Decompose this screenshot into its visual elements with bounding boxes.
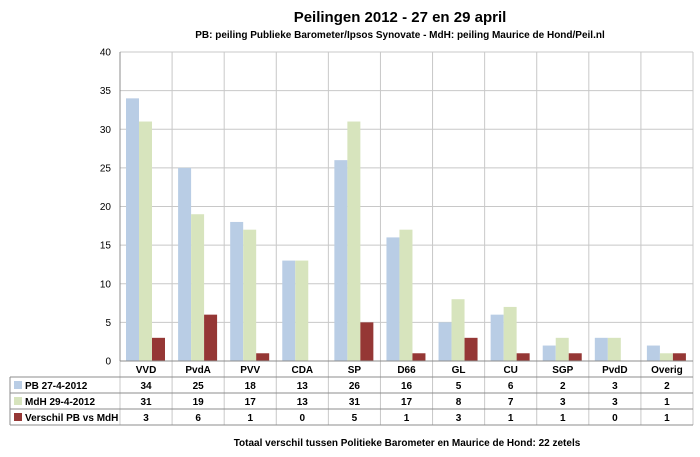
data-label: 16	[401, 381, 413, 392]
data-label: 6	[508, 381, 514, 392]
data-label: 34	[140, 381, 152, 392]
y-tick-label: 15	[100, 241, 112, 252]
y-tick-label: 0	[105, 357, 111, 368]
x-tick-label: CDA	[291, 365, 313, 376]
bar	[191, 214, 205, 361]
data-label: 3	[560, 397, 566, 408]
x-tick-label: SGP	[552, 365, 573, 376]
bar	[451, 299, 465, 361]
data-label: 0	[612, 413, 618, 424]
bar	[243, 229, 257, 361]
data-label: 13	[297, 381, 309, 392]
data-label: 13	[297, 397, 309, 408]
bar	[230, 221, 244, 361]
bar	[568, 353, 582, 361]
bar	[386, 237, 400, 361]
chart-subtitle: PB: peiling Publieke Barometer/Ipsos Syn…	[195, 30, 605, 41]
data-label: 26	[349, 381, 361, 392]
data-label: 31	[349, 397, 361, 408]
data-label: 1	[247, 413, 253, 424]
y-tick-label: 5	[105, 318, 111, 329]
bar	[594, 337, 608, 361]
bar	[347, 121, 361, 362]
y-tick-label: 40	[100, 48, 112, 59]
bar	[646, 345, 660, 361]
legend-label: Verschil PB vs MdH	[25, 413, 118, 424]
data-label: 19	[193, 397, 205, 408]
y-tick-label: 35	[100, 86, 112, 97]
legend-key	[14, 381, 22, 389]
bar	[464, 337, 478, 361]
bar	[542, 345, 556, 361]
x-tick-label: VVD	[136, 365, 157, 376]
legend-label: MdH 29-4-2012	[25, 397, 95, 408]
bar	[152, 337, 165, 361]
bar	[256, 353, 270, 361]
data-label: 6	[195, 413, 201, 424]
chart-title: Peilingen 2012 - 27 en 29 april	[294, 9, 507, 26]
data-label: 7	[508, 397, 514, 408]
y-tick-label: 30	[100, 125, 112, 136]
data-table: VVD PvdA PVV CDA SP D66 GL CU SGP PvdD Overig PB 27…	[9, 360, 693, 426]
data-label: 5	[352, 413, 358, 424]
data-label: 1	[560, 413, 566, 424]
bar	[295, 260, 309, 361]
bar	[607, 337, 621, 361]
data-label: 17	[245, 397, 257, 408]
gridlines	[119, 51, 694, 425]
bar	[490, 314, 504, 361]
bar	[555, 337, 569, 361]
bar	[204, 314, 218, 361]
legend-label: PB 27-4-2012	[25, 381, 88, 392]
bar	[334, 160, 348, 361]
x-tick-label: PVV	[240, 365, 260, 376]
data-label: 17	[401, 397, 413, 408]
bar	[178, 167, 192, 361]
bar	[672, 353, 686, 361]
data-label: 3	[612, 397, 618, 408]
x-tick-label: PvdA	[185, 365, 211, 376]
data-label: 8	[456, 397, 462, 408]
bar	[659, 353, 673, 361]
legend-key	[14, 397, 22, 405]
bar	[516, 353, 530, 361]
data-label: 1	[404, 413, 410, 424]
data-label: 3	[456, 413, 462, 424]
bar	[139, 121, 152, 362]
data-label: 1	[664, 397, 670, 408]
data-label: 3	[612, 381, 618, 392]
x-tick-label: CU	[503, 365, 517, 376]
axes: 0 5 10 15 20 25 30 35 40	[100, 48, 121, 368]
data-label: 1	[508, 413, 514, 424]
y-tick-label: 25	[100, 163, 112, 174]
bar	[126, 98, 139, 361]
legend-key	[14, 413, 22, 421]
data-label: 31	[140, 397, 152, 408]
bar	[503, 306, 517, 361]
data-label: 25	[193, 381, 205, 392]
y-tick-label: 10	[100, 279, 112, 290]
bars	[126, 98, 686, 362]
chart-footer: Totaal verschil tussen Politieke Baromet…	[234, 438, 581, 449]
bar	[399, 229, 413, 361]
bar	[360, 322, 374, 361]
x-tick-label: PvdD	[602, 365, 628, 376]
x-tick-label: D66	[397, 365, 416, 376]
data-label: 18	[245, 381, 257, 392]
data-label: 2	[664, 381, 670, 392]
bar	[412, 353, 426, 361]
data-label: 1	[664, 413, 670, 424]
data-label: 2	[560, 381, 566, 392]
data-label: 0	[300, 413, 306, 424]
x-tick-label: GL	[452, 365, 466, 376]
bar	[282, 260, 296, 361]
x-tick-label: Overig	[651, 365, 683, 376]
y-tick-label: 20	[100, 202, 112, 213]
x-tick-label: SP	[348, 365, 362, 376]
data-label: 5	[456, 381, 462, 392]
data-label: 3	[143, 413, 149, 424]
bar	[438, 322, 452, 361]
